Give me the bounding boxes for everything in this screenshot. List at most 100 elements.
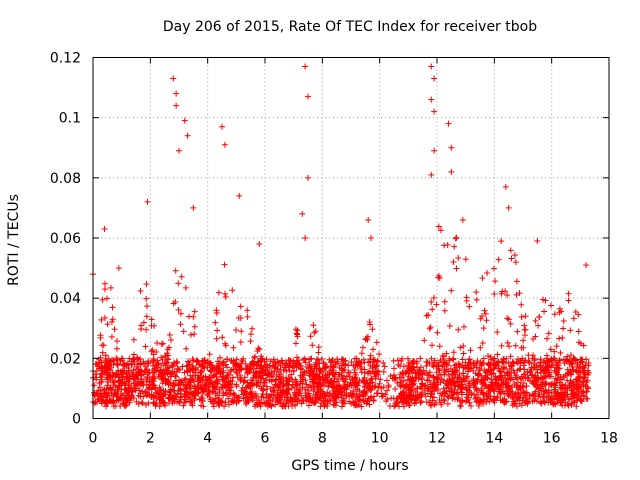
data-point <box>484 270 491 277</box>
data-point <box>214 378 221 385</box>
data-point <box>453 390 460 397</box>
data-point <box>187 372 194 379</box>
data-point <box>376 380 383 387</box>
data-point <box>237 314 244 321</box>
data-point <box>181 117 188 124</box>
data-point <box>457 403 464 410</box>
data-point <box>495 256 502 263</box>
data-point <box>298 400 305 407</box>
data-point <box>524 374 531 381</box>
data-point <box>512 390 519 397</box>
data-point <box>104 382 111 389</box>
data-point <box>551 355 558 362</box>
data-point <box>474 378 481 385</box>
data-point <box>560 373 567 380</box>
data-point <box>260 394 267 401</box>
data-point <box>504 386 511 393</box>
data-point <box>118 379 125 386</box>
data-point <box>373 363 380 370</box>
data-point <box>392 375 399 382</box>
data-point <box>491 355 498 362</box>
data-point <box>308 366 315 373</box>
data-point <box>294 327 301 334</box>
data-point <box>580 342 587 349</box>
data-point <box>110 379 117 386</box>
data-point <box>515 356 522 363</box>
data-point <box>575 373 582 380</box>
data-point <box>249 325 256 332</box>
data-point <box>113 355 120 362</box>
data-point <box>253 365 260 372</box>
data-point <box>248 380 255 387</box>
data-point <box>196 396 203 403</box>
data-point <box>183 345 190 352</box>
data-point <box>435 362 442 369</box>
x-axis-label: GPS time / hours <box>291 458 408 474</box>
data-point <box>446 388 453 395</box>
data-point <box>547 302 554 309</box>
data-point <box>478 313 485 320</box>
data-point <box>173 102 180 109</box>
data-point <box>532 317 539 324</box>
data-point <box>504 339 511 346</box>
data-point <box>106 385 113 392</box>
data-point <box>153 389 160 396</box>
data-point <box>566 382 573 389</box>
data-point <box>432 400 439 407</box>
data-point <box>545 330 552 337</box>
data-point <box>581 374 588 381</box>
data-point <box>392 385 399 392</box>
data-point <box>406 402 413 409</box>
x-tick-label: 0 <box>89 431 98 447</box>
data-point <box>233 327 240 334</box>
data-point <box>269 376 276 383</box>
data-point <box>419 381 426 388</box>
data-point <box>466 399 473 406</box>
data-point <box>498 381 505 388</box>
data-point <box>97 387 104 394</box>
data-point <box>540 374 547 381</box>
data-point <box>244 379 251 386</box>
data-point <box>397 378 404 385</box>
data-point <box>177 391 184 398</box>
data-point <box>536 313 543 320</box>
data-point <box>142 343 149 350</box>
data-point <box>410 363 417 370</box>
data-point <box>494 329 501 336</box>
data-point <box>414 369 421 376</box>
data-point <box>359 389 366 396</box>
data-point <box>505 383 512 390</box>
data-point <box>218 384 225 391</box>
data-point <box>372 369 379 376</box>
data-point <box>436 397 443 404</box>
data-point <box>139 388 146 395</box>
data-point <box>520 371 527 378</box>
data-point <box>368 375 375 382</box>
data-point <box>153 362 160 369</box>
data-point <box>542 366 549 373</box>
data-point <box>161 402 168 409</box>
data-point <box>263 383 270 390</box>
data-point <box>567 352 574 359</box>
data-point <box>437 227 444 234</box>
data-point <box>130 351 137 358</box>
data-point <box>191 323 198 330</box>
data-point <box>567 359 574 366</box>
data-point <box>204 392 211 399</box>
data-point <box>184 358 191 365</box>
data-point <box>406 370 413 377</box>
data-point <box>143 303 150 310</box>
data-point <box>98 316 105 323</box>
data-point <box>261 379 268 386</box>
data-point <box>507 320 514 327</box>
data-point <box>583 379 590 386</box>
data-point <box>551 311 558 318</box>
data-point <box>304 363 311 370</box>
data-point <box>311 386 318 393</box>
data-point <box>223 375 230 382</box>
data-point <box>575 328 582 335</box>
data-point <box>516 290 523 297</box>
data-point <box>569 363 576 370</box>
data-point <box>202 373 209 380</box>
